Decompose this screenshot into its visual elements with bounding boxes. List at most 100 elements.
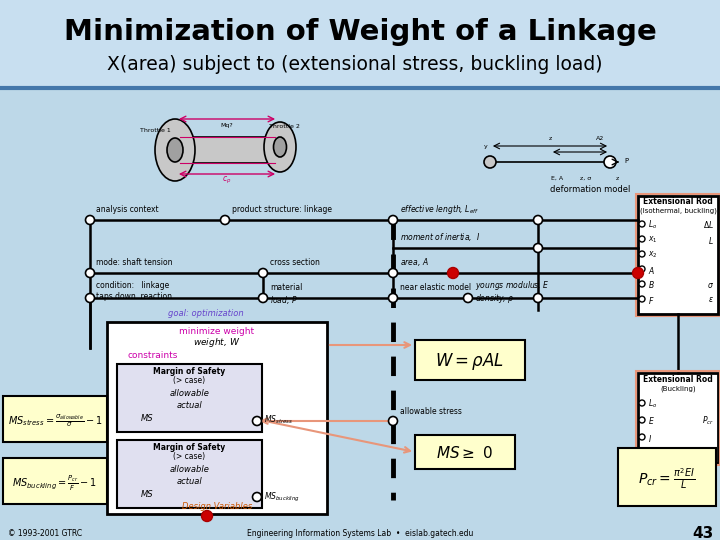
Text: Minimization of Weight of a Linkage: Minimization of Weight of a Linkage: [63, 18, 657, 46]
Bar: [415, 435, 515, 469]
Text: $MS_{buckling}$: $MS_{buckling}$: [264, 490, 300, 503]
Text: $L$: $L$: [708, 234, 714, 246]
Text: material: material: [270, 283, 302, 292]
Circle shape: [639, 281, 645, 287]
Circle shape: [632, 267, 644, 279]
Circle shape: [86, 294, 94, 302]
Text: (> case): (> case): [174, 452, 206, 461]
Text: Design Variables: Design Variables: [182, 502, 252, 511]
Text: analysis context: analysis context: [96, 205, 158, 214]
Text: A2: A2: [596, 136, 604, 141]
Circle shape: [639, 221, 645, 227]
Circle shape: [534, 294, 542, 302]
Text: $A$: $A$: [648, 265, 655, 275]
Bar: [117, 364, 262, 432]
Circle shape: [639, 400, 645, 406]
Text: effective length, $L_{eff}$: effective length, $L_{eff}$: [400, 203, 479, 216]
Text: actual: actual: [176, 477, 202, 486]
Ellipse shape: [274, 137, 287, 157]
Text: (> case): (> case): [174, 376, 206, 385]
Circle shape: [534, 244, 542, 253]
Bar: [3, 396, 107, 442]
Text: $P_{cr} = \frac{\pi^2 EI}{L}$: $P_{cr} = \frac{\pi^2 EI}{L}$: [639, 467, 696, 491]
Circle shape: [253, 416, 261, 426]
Text: Mq?: Mq?: [220, 123, 233, 128]
Circle shape: [639, 266, 645, 272]
Text: weight, $W$: weight, $W$: [194, 336, 240, 349]
Text: allowable: allowable: [170, 389, 210, 398]
Text: actual: actual: [176, 401, 202, 410]
Bar: [638, 196, 718, 314]
Text: z: z: [549, 136, 552, 141]
Bar: [0, 0, 720, 88]
Text: deformation model: deformation model: [550, 185, 631, 194]
Text: $F$: $F$: [648, 294, 654, 306]
Text: X(area) subject to (extensional stress, buckling load): X(area) subject to (extensional stress, …: [107, 56, 603, 75]
Bar: [638, 373, 718, 463]
Text: $\sigma$: $\sigma$: [707, 280, 714, 289]
Text: 43: 43: [693, 525, 714, 540]
Bar: [636, 371, 720, 465]
Text: area, $A$: area, $A$: [400, 256, 428, 268]
Text: $\epsilon$: $\epsilon$: [708, 295, 714, 305]
Circle shape: [604, 156, 616, 168]
Ellipse shape: [264, 122, 296, 172]
Text: minimize weight: minimize weight: [179, 327, 255, 336]
Bar: [618, 448, 716, 506]
Text: $x_2$: $x_2$: [648, 249, 657, 260]
Text: $MS_{stress} = \frac{\sigma_{allowable}}{\sigma} - 1$: $MS_{stress} = \frac{\sigma_{allowable}}…: [8, 413, 102, 429]
Circle shape: [86, 215, 94, 225]
Text: z: z: [616, 176, 619, 181]
Text: $I$: $I$: [648, 433, 652, 443]
Circle shape: [639, 434, 645, 440]
Text: product structure: linkage: product structure: linkage: [232, 205, 332, 214]
Text: E, A: E, A: [551, 176, 563, 181]
Circle shape: [484, 156, 496, 168]
Text: moment of inertia,  $I$: moment of inertia, $I$: [400, 231, 480, 243]
Text: taps down  reaction: taps down reaction: [96, 292, 172, 301]
Text: density, $\rho$: density, $\rho$: [475, 292, 515, 305]
Text: Extensional Rod: Extensional Rod: [643, 197, 713, 206]
Circle shape: [639, 417, 645, 423]
Text: youngs modulus, $E$: youngs modulus, $E$: [475, 279, 549, 292]
Circle shape: [389, 294, 397, 302]
Text: © 1993-2001 GTRC: © 1993-2001 GTRC: [8, 529, 82, 537]
Text: goal: optimization: goal: optimization: [168, 309, 243, 318]
Text: cross section: cross section: [270, 258, 320, 267]
Text: load, $P$: load, $P$: [270, 294, 298, 306]
Text: y: y: [485, 144, 488, 149]
Text: near elastic model: near elastic model: [400, 283, 471, 292]
Ellipse shape: [155, 119, 195, 181]
Text: z, σ: z, σ: [580, 176, 591, 181]
Circle shape: [448, 267, 459, 279]
Bar: [636, 194, 720, 316]
Circle shape: [389, 416, 397, 426]
Text: Throttle 2: Throttle 2: [269, 124, 300, 129]
Text: constraints: constraints: [127, 351, 177, 360]
Bar: [3, 458, 107, 504]
Text: Extensional Rod: Extensional Rod: [643, 375, 713, 384]
Text: allowable stress: allowable stress: [400, 407, 462, 416]
Circle shape: [202, 510, 212, 522]
Text: (Buckling): (Buckling): [660, 385, 696, 392]
Ellipse shape: [167, 138, 183, 162]
Bar: [0, 88, 720, 540]
Circle shape: [389, 215, 397, 225]
Text: Margin of Safety: Margin of Safety: [153, 443, 225, 452]
Circle shape: [639, 251, 645, 257]
Text: allowable: allowable: [170, 465, 210, 474]
Text: (Isothermal, buckling): (Isothermal, buckling): [639, 207, 716, 213]
Circle shape: [464, 294, 472, 302]
Circle shape: [86, 268, 94, 278]
Text: $x_1$: $x_1$: [648, 235, 657, 245]
Circle shape: [639, 236, 645, 242]
Text: MS: MS: [140, 490, 153, 499]
Text: $W = \rho AL$: $W = \rho AL$: [436, 350, 505, 372]
Text: $\Delta L$: $\Delta L$: [703, 219, 714, 231]
Text: $L_o$: $L_o$: [648, 219, 657, 231]
Circle shape: [253, 492, 261, 502]
Text: $MS_{stress}$: $MS_{stress}$: [264, 414, 293, 427]
Bar: [107, 322, 327, 514]
Text: $E$: $E$: [648, 415, 654, 427]
Text: P: P: [624, 158, 628, 164]
